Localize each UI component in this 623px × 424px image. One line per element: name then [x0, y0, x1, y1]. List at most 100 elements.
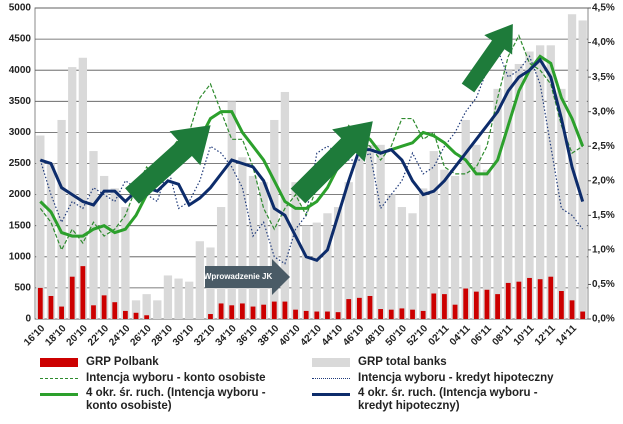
- bar: [493, 88, 502, 319]
- bar: [452, 304, 458, 319]
- x-tick-label: 18'10: [43, 323, 69, 349]
- trend-arrows: [125, 23, 513, 204]
- bar: [312, 222, 321, 319]
- legend-item: Intencja wyboru - konto osobiste: [40, 372, 310, 385]
- bar: [420, 310, 426, 319]
- y-tick-label: 0: [25, 314, 31, 325]
- bar: [99, 175, 109, 319]
- bar: [91, 305, 96, 319]
- bar: [80, 266, 86, 319]
- bar: [344, 182, 353, 319]
- bar: [527, 277, 532, 319]
- bar: [303, 310, 309, 319]
- bar: [557, 88, 566, 319]
- y-tick-label: 1500: [9, 220, 32, 231]
- bar: [248, 175, 258, 319]
- trend-arrow: [461, 23, 513, 93]
- bar: [101, 295, 107, 319]
- legend-item: GRP total banks: [312, 356, 582, 369]
- bar: [495, 294, 500, 319]
- bar: [133, 312, 139, 319]
- y2-tick-label: 0,5%: [592, 279, 615, 290]
- bar: [163, 275, 173, 319]
- bar: [473, 291, 479, 319]
- x-tick-label: 16'10: [22, 323, 48, 349]
- legend-label: 4 okr. śr. ruch. (Intencja wyboru - kont…: [86, 387, 266, 412]
- bar: [516, 281, 522, 319]
- y-tick-label: 5000: [9, 3, 32, 14]
- legend-item: Intencja wyboru - kredyt hipoteczny: [312, 372, 582, 385]
- bar: [442, 294, 447, 319]
- bar: [429, 151, 438, 319]
- bar: [431, 293, 437, 319]
- x-tick-label: 12'11: [533, 323, 558, 348]
- bar: [505, 282, 511, 319]
- bar: [218, 303, 224, 319]
- bar: [365, 144, 375, 319]
- bar: [461, 119, 470, 320]
- bar: [48, 295, 54, 319]
- bar: [323, 213, 332, 319]
- bar: [302, 225, 311, 319]
- y-tick-label: 4000: [9, 65, 32, 76]
- bar: [356, 297, 362, 319]
- x-tick-label: 08'11: [490, 323, 515, 348]
- legend-swatch: [312, 378, 350, 379]
- bar: [376, 144, 385, 319]
- y-tick-label: 500: [14, 283, 31, 294]
- legend-label: GRP Polbank: [86, 356, 159, 368]
- bar: [271, 301, 277, 319]
- bar: [142, 294, 151, 319]
- bar: [144, 315, 150, 319]
- bar: [185, 281, 194, 319]
- x-tick-label: 24'10: [107, 323, 133, 349]
- bar: [548, 276, 554, 319]
- bar: [504, 70, 513, 319]
- bar: [410, 309, 415, 319]
- bar: [174, 278, 183, 319]
- bar: [569, 300, 575, 319]
- line: [39, 54, 585, 238]
- x-tick-label: 40'10: [277, 323, 303, 349]
- bar: [346, 299, 352, 319]
- bar: [216, 207, 226, 319]
- bar: [463, 288, 469, 319]
- bar: [333, 207, 343, 319]
- y2-tick-label: 3,0%: [592, 106, 615, 117]
- bar: [261, 304, 267, 319]
- bar: [69, 276, 75, 319]
- x-tick-label: 50'10: [384, 323, 410, 349]
- x-tick-label: 46'10: [341, 323, 367, 349]
- bar: [239, 303, 245, 319]
- legend-label: 4 okr. śr. ruch. (Intencja wyboru - kred…: [358, 387, 538, 412]
- x-tick-label: 22'10: [86, 323, 112, 349]
- trend-arrow: [125, 125, 211, 204]
- y2-tick-label: 1,5%: [592, 210, 615, 221]
- annotation: Wprowadzenie JK: [204, 272, 273, 281]
- chart: Wprowadzenie JK 0 500 1000 1500 2000 2500 3000…: [9, 3, 615, 349]
- bar: [121, 207, 130, 319]
- bar: [57, 119, 66, 320]
- bar: [78, 57, 88, 319]
- trend-arrow: [290, 121, 373, 204]
- line: [39, 57, 585, 262]
- bar: [238, 157, 247, 319]
- y-tick-label: 3000: [9, 127, 32, 138]
- bar: [208, 314, 213, 319]
- y2-tick-label: 2,5%: [592, 141, 615, 152]
- legend-item: 4 okr. śr. ruch. (Intencja wyboru - kred…: [312, 387, 582, 413]
- bar: [525, 51, 534, 319]
- bar: [378, 309, 384, 319]
- y-tick-label: 1000: [9, 251, 32, 262]
- legend-label: Intencja wyboru - kredyt hipoteczny: [358, 372, 554, 384]
- x-tick-label: 42'10: [299, 323, 325, 349]
- legend-item: GRP Polbank: [40, 356, 310, 369]
- x-tick-label: 52'10: [405, 323, 431, 349]
- bar: [559, 291, 564, 319]
- bar: [37, 287, 43, 319]
- bar: [399, 308, 405, 319]
- y2-tick-label: 1,0%: [592, 245, 615, 256]
- bar: [387, 194, 396, 319]
- x-tick-label: 14'11: [554, 323, 579, 348]
